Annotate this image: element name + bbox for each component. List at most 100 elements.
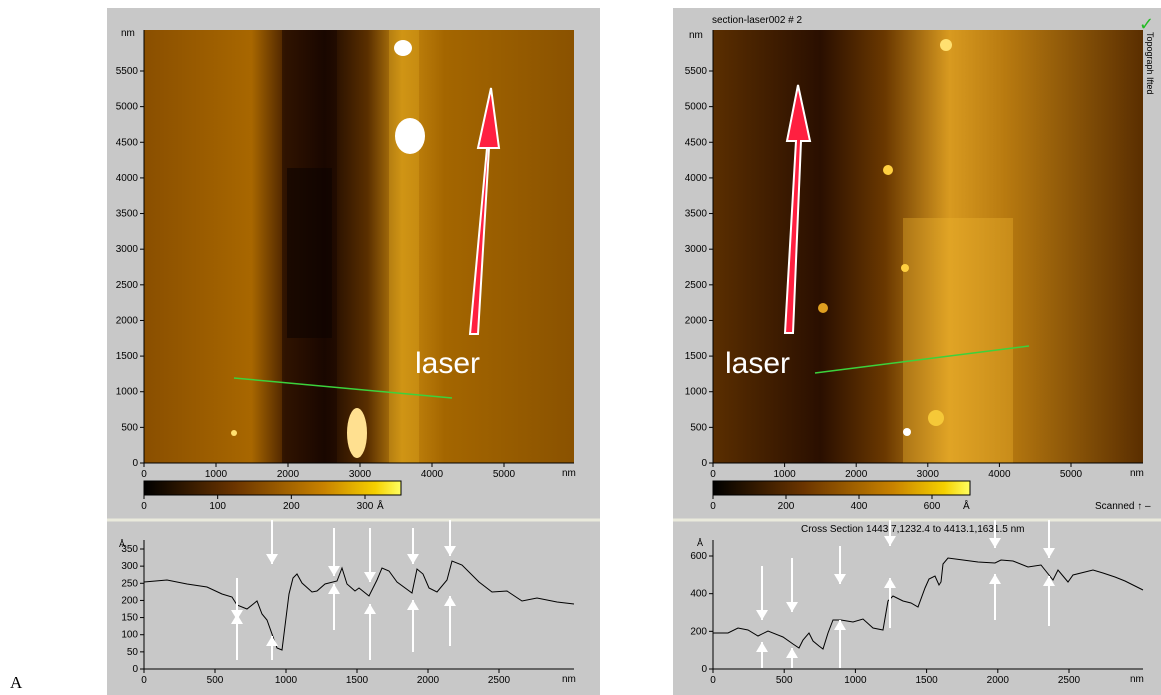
y-tick-label: 5000	[685, 102, 708, 113]
colorbar-unit: Å	[963, 499, 970, 512]
y-tick-label: 4000	[116, 173, 139, 184]
profile-curve	[143, 560, 575, 651]
colorbar-tick-label: 0	[710, 501, 716, 512]
x-tick-label: 0	[141, 469, 147, 480]
profile-x-tick-label: 1000	[844, 675, 867, 686]
profile-y-tick-label: 350	[121, 544, 138, 555]
profile-x-unit: nm	[562, 674, 576, 685]
profile-y-tick-label: 400	[690, 589, 707, 600]
colorbar-tick-label: 300	[357, 501, 374, 512]
cross-section-label: Cross Section 1443.7,1232.4 to 4413.1,16…	[801, 524, 1025, 535]
x-unit: nm	[562, 468, 576, 479]
y-tick-label: 5500	[116, 66, 139, 77]
y-tick-label: 2500	[685, 280, 708, 291]
x-tick-label: 5000	[493, 469, 516, 480]
y-tick-label: 1500	[685, 351, 708, 362]
y-tick-label: 4500	[116, 137, 139, 148]
y-tick-label: 3000	[685, 244, 708, 255]
image-title: section-laser002 # 2	[712, 15, 802, 26]
profile-y-unit: Å	[697, 538, 703, 548]
afm-image	[144, 30, 574, 463]
check-icon: ✓	[1139, 14, 1154, 35]
colorbar	[712, 480, 971, 496]
profile-y-tick-label: 0	[701, 664, 707, 675]
profile-y-tick-label: 150	[121, 613, 138, 624]
profile-x-tick-label: 2500	[1058, 675, 1081, 686]
profile-y-tick-label: 250	[121, 578, 138, 589]
x-tick-label: 5000	[1060, 469, 1083, 480]
y-tick-label: 4000	[685, 173, 708, 184]
section-line	[233, 377, 453, 399]
profile-x-tick-label: 0	[141, 675, 147, 686]
y-tick-label: 5500	[685, 66, 708, 77]
scanned-label: Scanned ↑ –	[1095, 501, 1151, 512]
y-tick-label: 1000	[116, 387, 139, 398]
colorbar-tick-label: 600	[924, 501, 941, 512]
x-tick-label: 3000	[917, 469, 940, 480]
left-afm-panel: laser nm 5500 5000 4500 4000 3500 3000 2500 200…	[107, 8, 600, 695]
section-line	[814, 345, 1030, 374]
colorbar-unit: Å	[377, 499, 384, 512]
x-tick-label: 2000	[277, 469, 300, 480]
y-tick-label: 1500	[116, 351, 139, 362]
x-tick-label: 1000	[773, 469, 796, 480]
y-tick-label: 3500	[685, 209, 708, 220]
colorbar-tick-label: 400	[851, 501, 868, 512]
y-tick-label: 500	[690, 422, 707, 433]
y-unit: nm	[121, 28, 135, 39]
y-tick-label: 3500	[116, 209, 139, 220]
profile-x-tick-label: 1000	[275, 675, 298, 686]
y-tick-label: 5000	[116, 102, 139, 113]
y-tick-label: 2500	[116, 280, 139, 291]
colorbar-tick-label: 200	[778, 501, 795, 512]
colorbar-tick-label: 200	[283, 501, 300, 512]
y-tick-label: 2000	[685, 315, 708, 326]
profile-y-tick-label: 50	[127, 647, 139, 658]
x-tick-label: 3000	[349, 469, 372, 480]
right-afm-panel: section-laser002 # 2 ✓ Topograph Ifted l…	[673, 8, 1161, 695]
profile-x-tick-label: 500	[776, 675, 793, 686]
y-tick-label: 0	[701, 458, 707, 469]
side-label: Topograph Ifted	[1145, 32, 1155, 95]
profile-x-tick-label: 0	[710, 675, 716, 686]
y-tick-label: 500	[121, 422, 138, 433]
x-tick-label: 0	[710, 469, 716, 480]
x-unit: nm	[1130, 468, 1144, 479]
profile-y-tick-label: 300	[121, 561, 138, 572]
profile-y-tick-label: 600	[690, 551, 707, 562]
colorbar	[143, 480, 402, 496]
profile-y-tick-label: 200	[121, 595, 138, 606]
x-tick-label: 4000	[988, 469, 1011, 480]
profile-curve	[713, 557, 1144, 650]
afm-image	[713, 30, 1143, 463]
y-tick-label: 2000	[116, 315, 139, 326]
profile-x-tick-label: 500	[207, 675, 224, 686]
profile-x-tick-label: 2500	[488, 675, 511, 686]
x-tick-label: 4000	[421, 469, 444, 480]
profile-y-tick-label: 100	[121, 630, 138, 641]
y-tick-label: 1000	[685, 387, 708, 398]
profile-y-tick-label: 0	[132, 664, 138, 675]
x-tick-label: 2000	[845, 469, 868, 480]
laser-arrow-icon	[783, 84, 812, 334]
colorbar-tick-label: 100	[209, 501, 226, 512]
laser-arrow-icon	[468, 87, 501, 335]
y-tick-label: 4500	[685, 137, 708, 148]
y-tick-label: 0	[132, 458, 138, 469]
profile-x-tick-label: 1500	[915, 675, 938, 686]
y-unit: nm	[689, 30, 703, 41]
x-tick-label: 1000	[205, 469, 228, 480]
profile-y-unit: Å	[119, 539, 125, 549]
profile-x-tick-label: 1500	[346, 675, 369, 686]
y-tick-label: 3000	[116, 244, 139, 255]
profile-x-unit: nm	[1130, 674, 1144, 685]
colorbar-tick-label: 0	[141, 501, 147, 512]
profile-x-tick-label: 2000	[417, 675, 440, 686]
laser-annotation: laser	[725, 347, 790, 380]
profile-x-tick-label: 2000	[987, 675, 1010, 686]
laser-annotation: laser	[415, 347, 480, 380]
figure-label: A	[10, 673, 23, 692]
profile-y-tick-label: 200	[690, 626, 707, 637]
